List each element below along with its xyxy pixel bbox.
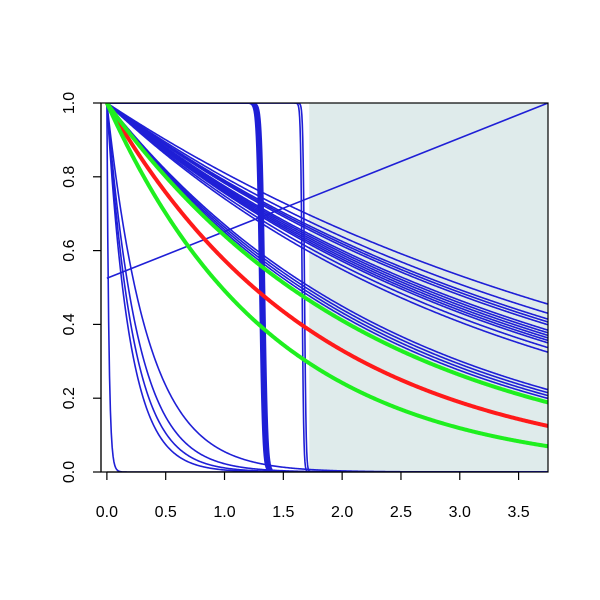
blue-curve-0-11: [106, 103, 548, 349]
y-tick-label: 0.0: [61, 461, 78, 483]
y-tick-label: 0.6: [61, 239, 78, 261]
x-tick-label: 0.5: [155, 504, 177, 521]
green-curve-8-1: [105, 103, 548, 449]
blue-curve-0-4: [106, 103, 548, 326]
x-tick-label: 2.0: [331, 504, 353, 521]
green-curve-8-0: [105, 103, 548, 405]
blue-curve-0-6: [106, 103, 548, 334]
y-tick-label: 1.0: [61, 92, 78, 114]
y-tick-label: 0.2: [61, 387, 78, 409]
red-curve-7-0: [105, 103, 548, 428]
x-tick-label: 1.5: [272, 504, 294, 521]
blue-linear-curve-6: [106, 103, 548, 280]
blue-curve-0-5: [106, 103, 548, 331]
blue-curve-0-1: [106, 103, 548, 315]
y-axis: 0.0 0.2 0.4 0.6 0.8 1.0: [61, 92, 102, 483]
blue-curve-1-0: [106, 103, 548, 391]
blue-curve-1-1: [106, 103, 548, 394]
x-tick-label: 2.5: [390, 504, 412, 521]
blue-curve-1-2: [106, 103, 548, 397]
y-tick-label: 0.8: [61, 166, 78, 188]
x-axis: 0.0 0.5 1.0 1.5 2.0 2.5 3.0 3.5: [96, 471, 530, 521]
x-tick-label: 1.0: [213, 504, 235, 521]
x-tick-label: 0.0: [96, 504, 118, 521]
blue-curve-0-3: [106, 103, 548, 323]
x-tick-label: 3.0: [449, 504, 471, 521]
blue-curve-0-12: [106, 103, 548, 353]
blue-curve-0-2: [106, 103, 548, 320]
y-tick-label: 0.4: [61, 313, 78, 335]
blue-curve-0-10: [106, 103, 548, 344]
blue-curve-0-0: [106, 103, 548, 305]
x-tick-label: 3.5: [507, 504, 529, 521]
